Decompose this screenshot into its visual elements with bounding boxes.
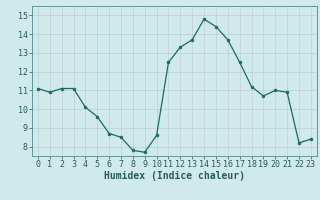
X-axis label: Humidex (Indice chaleur): Humidex (Indice chaleur) — [104, 171, 245, 181]
